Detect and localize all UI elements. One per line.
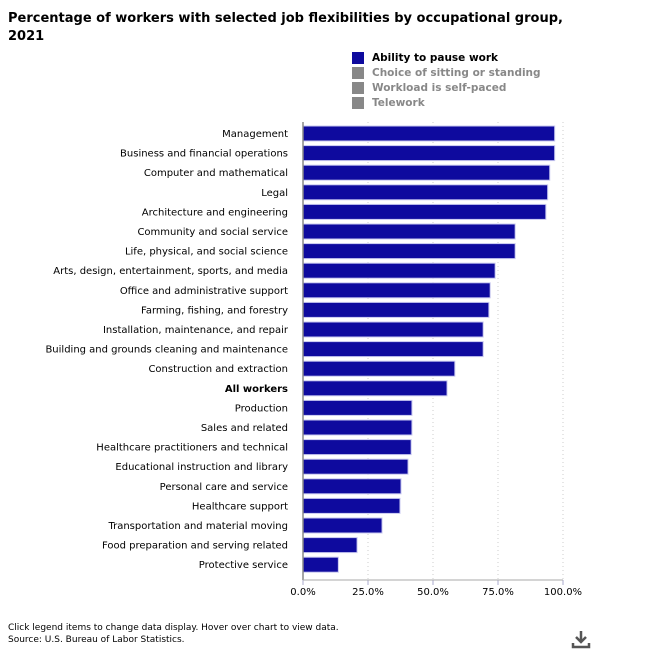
bar-chart[interactable]: 0.0% 25.0% 50.0% 75.0% 100.0% Management Busin…	[0, 0, 647, 610]
bar[interactable]	[302, 439, 412, 456]
bar[interactable]	[302, 497, 401, 514]
bar[interactable]	[302, 537, 358, 554]
category-label: Farming, fishing, and forestry	[141, 305, 288, 316]
bar[interactable]	[302, 380, 448, 397]
category-label: Architecture and engineering	[142, 207, 288, 218]
bar[interactable]	[302, 419, 413, 436]
bar[interactable]	[302, 399, 413, 416]
x-tick-label: 75.0%	[482, 587, 514, 598]
legend-label: Workload is self-paced	[372, 81, 507, 94]
category-label: Computer and mathematical	[144, 168, 288, 179]
bar[interactable]	[302, 184, 549, 201]
category-label: Life, physical, and social science	[125, 247, 288, 258]
legend-item[interactable]: Ability to pause work	[352, 50, 541, 65]
x-tick-label: 50.0%	[417, 587, 449, 598]
bar[interactable]	[302, 301, 490, 318]
footer: Click legend items to change data displa…	[8, 622, 339, 646]
legend-swatch	[352, 66, 364, 79]
legend-swatch	[352, 96, 364, 109]
x-tick-label: 100.0%	[544, 587, 582, 598]
legend-label: Choice of sitting or standing	[372, 66, 541, 79]
legend-item[interactable]: Telework	[352, 95, 541, 110]
bar[interactable]	[302, 360, 456, 377]
bar[interactable]	[302, 145, 556, 162]
bar[interactable]	[302, 243, 516, 260]
bar[interactable]	[302, 223, 516, 240]
category-label: Production	[235, 403, 288, 414]
bar[interactable]	[302, 164, 551, 181]
category-label: Building and grounds cleaning and mainte…	[45, 345, 288, 356]
category-label: All workers	[225, 384, 288, 395]
category-label: Installation, maintenance, and repair	[103, 325, 289, 336]
footer-source: Source: U.S. Bureau of Labor Statistics.	[8, 635, 185, 645]
chart-title: Percentage of workers with selected job …	[8, 11, 563, 44]
category-label: Arts, design, entertainment, sports, and…	[53, 266, 288, 277]
category-label: Legal	[261, 188, 288, 199]
category-label: Personal care and service	[160, 482, 288, 493]
legend-item[interactable]: Choice of sitting or standing	[352, 65, 541, 80]
legend-swatch	[352, 81, 364, 94]
category-label: Healthcare support	[192, 501, 288, 512]
bar[interactable]	[302, 341, 484, 358]
category-label: Community and social service	[137, 227, 288, 238]
bar[interactable]	[302, 517, 383, 534]
download-icon[interactable]	[570, 628, 592, 650]
category-label: Protective service	[199, 560, 288, 571]
category-label: Sales and related	[201, 423, 288, 434]
bar[interactable]	[302, 478, 402, 495]
bar[interactable]	[302, 458, 409, 475]
legend: Ability to pause work Choice of sitting o…	[352, 50, 541, 110]
category-label: Food preparation and serving related	[102, 541, 288, 552]
bar[interactable]	[302, 321, 484, 338]
bar[interactable]	[302, 262, 496, 279]
legend-label: Telework	[372, 96, 425, 109]
category-label: Healthcare practitioners and technical	[96, 443, 288, 454]
bar[interactable]	[302, 125, 556, 142]
footer-instructions: Click legend items to change data displa…	[8, 623, 339, 633]
legend-item[interactable]: Workload is self-paced	[352, 80, 541, 95]
category-label: Transportation and material moving	[107, 521, 288, 532]
legend-label: Ability to pause work	[372, 51, 499, 64]
category-label: Office and administrative support	[120, 286, 288, 297]
bar[interactable]	[302, 203, 547, 220]
category-label: Business and financial operations	[120, 149, 288, 160]
category-label: Management	[222, 129, 288, 140]
x-tick-label: 25.0%	[352, 587, 384, 598]
bar[interactable]	[302, 282, 491, 299]
x-tick-label: 0.0%	[290, 587, 315, 598]
category-label: Educational instruction and library	[115, 462, 288, 473]
legend-swatch	[352, 51, 364, 64]
category-label: Construction and extraction	[148, 364, 288, 375]
bar[interactable]	[302, 556, 339, 573]
